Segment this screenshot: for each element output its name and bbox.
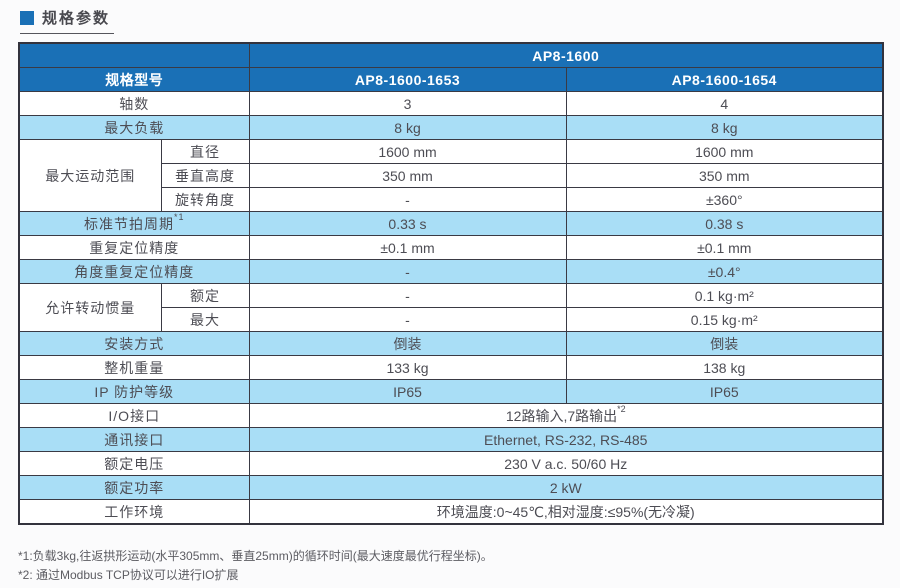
row-label: 通讯接口 xyxy=(18,427,250,452)
cell-value: IP65 xyxy=(565,379,884,404)
cell-value: - xyxy=(248,187,567,212)
cell-value: 8 kg xyxy=(565,115,884,140)
table-row-motion-diameter: 最大运动范围 直径 1600 mm 1600 mm xyxy=(18,139,884,212)
cell-value: 350 mm xyxy=(248,163,567,188)
cell-value: 1600 mm xyxy=(248,139,567,164)
row-label: 角度重复定位精度 xyxy=(18,259,250,284)
row-label: 整机重量 xyxy=(18,355,250,380)
row-label: 重复定位精度 xyxy=(18,235,250,260)
cell-value-merged: 12路输入,7路输出*2 xyxy=(248,403,884,428)
footnotes: *1:负载3kg,往返拱形运动(水平305mm、垂直25mm)的循环时间(最大速… xyxy=(18,547,882,584)
table-row-voltage: 额定电压 230 V a.c. 50/60 Hz xyxy=(18,451,884,476)
row-label: 额定电压 xyxy=(18,451,250,476)
table-row-power: 额定功率 2 kW xyxy=(18,475,884,500)
cell-value: IP65 xyxy=(248,379,567,404)
cell-value: 138 kg xyxy=(565,355,884,380)
cell-value: ±0.1 mm xyxy=(248,235,567,260)
row-group-label: 允许转动惯量 xyxy=(18,283,162,332)
row-label: 安装方式 xyxy=(18,331,250,356)
row-label-text: 标准节拍周期 xyxy=(83,215,174,232)
cell-value: 0.38 s xyxy=(565,211,884,236)
header-empty-cell xyxy=(18,42,250,68)
table-row-inertia-rated: 允许转动惯量 额定 - 0.1 kg·m² xyxy=(18,283,884,332)
table-row-weight: 整机重量 133 kg 138 kg xyxy=(18,355,884,380)
cell-value: 4 xyxy=(565,91,884,116)
footnote-1: *1:负载3kg,往返拱形运动(水平305mm、垂直25mm)的循环时间(最大速… xyxy=(18,549,493,563)
row-label: 工作环境 xyxy=(18,499,250,525)
title-bullet-icon xyxy=(20,10,34,25)
footnote-marker: *1 xyxy=(173,211,185,222)
cell-value: 0.15 kg·m² xyxy=(565,307,884,332)
row-sub-label: 直径 xyxy=(160,139,250,164)
row-label: 标准节拍周期*1 xyxy=(18,211,250,236)
cell-value: 3 xyxy=(248,91,567,116)
table-row-payload: 最大负载 8 kg 8 kg xyxy=(18,115,884,140)
cell-value: 350 mm xyxy=(565,163,884,188)
table-row-ip-rating: IP 防护等级 IP65 IP65 xyxy=(18,379,884,404)
table-row-repeatability: 重复定位精度 ±0.1 mm ±0.1 mm xyxy=(18,235,884,260)
cell-value: 0.33 s xyxy=(248,211,567,236)
cell-value-merged: 2 kW xyxy=(248,475,884,500)
table-row-environment: 工作环境 环境温度:0~45℃,相对湿度:≤95%(无冷凝) xyxy=(18,499,884,525)
footnote-2: *2: 通过Modbus TCP协议可以进行IO扩展 xyxy=(18,567,239,582)
table-row-io: I/O接口 12路输入,7路输出*2 xyxy=(18,403,884,428)
cell-value: ±0.1 mm xyxy=(565,235,884,260)
cell-value-text: 12路输入,7路输出 xyxy=(505,407,618,424)
model-row-label: 规格型号 xyxy=(18,67,250,92)
row-sub-label: 垂直高度 xyxy=(160,163,250,188)
row-sub-label: 额定 xyxy=(160,283,250,308)
section-title: 规格参数 xyxy=(20,7,115,34)
table-row-inertia-max: 最大 - 0.15 kg·m² xyxy=(19,307,884,332)
row-sub-label: 最大 xyxy=(160,307,250,332)
table-row-comm: 通讯接口 Ethernet, RS-232, RS-485 xyxy=(18,427,884,452)
cell-value: 倒装 xyxy=(565,331,884,356)
cell-value: 倒装 xyxy=(248,331,567,356)
cell-value: - xyxy=(248,283,567,308)
footnote-marker: *2 xyxy=(617,403,626,414)
row-label: 轴数 xyxy=(18,91,250,116)
cell-value: - xyxy=(248,307,567,332)
row-label: 最大负载 xyxy=(18,115,250,140)
table-row-series-header: AP8-1600 xyxy=(18,42,884,68)
cell-value-merged: 环境温度:0~45℃,相对湿度:≤95%(无冷凝) xyxy=(248,499,884,525)
table-row-cycle-time: 标准节拍周期*1 0.33 s 0.38 s xyxy=(18,211,884,236)
row-group-label: 最大运动范围 xyxy=(18,139,162,212)
cell-value: 133 kg xyxy=(248,355,567,380)
cell-value: 8 kg xyxy=(248,115,567,140)
spec-table: AP8-1600 规格型号 AP8-1600-1653 AP8-1600-165… xyxy=(18,42,885,525)
table-row-axes: 轴数 3 4 xyxy=(18,91,884,116)
table-row-mounting: 安装方式 倒装 倒装 xyxy=(18,331,884,356)
model-name-cell: AP8-1600-1653 xyxy=(248,67,567,92)
cell-value: - xyxy=(248,259,567,284)
cell-value-merged: Ethernet, RS-232, RS-485 xyxy=(248,427,884,452)
model-name-cell: AP8-1600-1654 xyxy=(565,67,884,92)
cell-value: 0.1 kg·m² xyxy=(565,283,884,308)
page-title: 规格参数 xyxy=(42,10,111,27)
table-row-angular-repeatability: 角度重复定位精度 - ±0.4° xyxy=(18,259,884,284)
row-sub-label: 旋转角度 xyxy=(160,187,250,212)
cell-value: ±0.4° xyxy=(565,259,884,284)
cell-value: ±360° xyxy=(565,187,884,212)
cell-value-merged: 230 V a.c. 50/60 Hz xyxy=(248,451,884,476)
row-label: 额定功率 xyxy=(18,475,250,500)
row-label: IP 防护等级 xyxy=(18,379,250,404)
cell-value: 1600 mm xyxy=(565,139,884,164)
series-header-cell: AP8-1600 xyxy=(248,42,884,68)
table-row-motion-rotation: 旋转角度 - ±360° xyxy=(19,187,884,212)
table-row-models: 规格型号 AP8-1600-1653 AP8-1600-1654 xyxy=(18,67,884,92)
row-label: I/O接口 xyxy=(18,403,250,428)
